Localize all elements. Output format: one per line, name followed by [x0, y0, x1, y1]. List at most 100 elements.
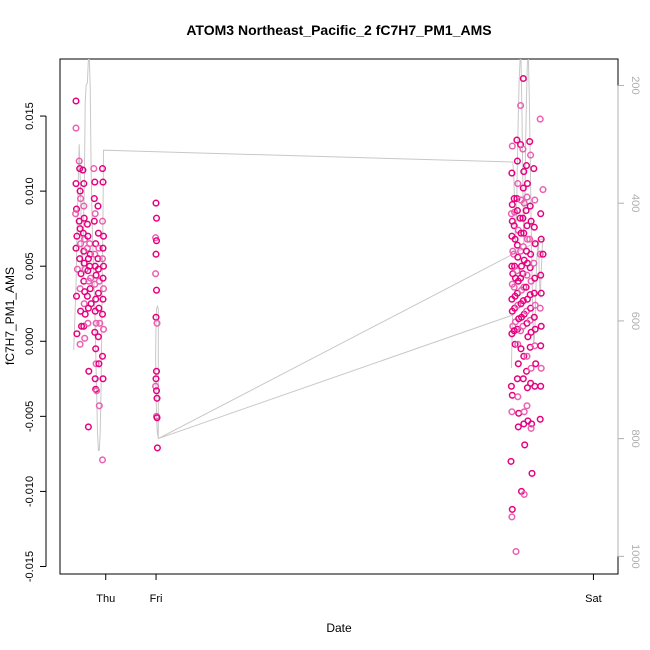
data-point	[90, 195, 98, 203]
data-point	[531, 301, 539, 309]
data-point	[517, 262, 526, 270]
data-point	[537, 210, 545, 218]
data-point	[92, 295, 100, 303]
data-point	[522, 283, 530, 291]
data-point	[530, 289, 538, 297]
data-point	[95, 402, 103, 410]
y-axis-label: fC7H7_PM1_AMS	[3, 267, 17, 365]
data-point	[524, 333, 532, 341]
y-right-tick-label: 1000	[629, 544, 641, 568]
data-point	[508, 408, 516, 416]
data-point	[511, 235, 519, 243]
data-point	[523, 384, 531, 392]
data-point	[531, 382, 539, 390]
data-point	[152, 375, 160, 383]
data-point	[90, 165, 98, 173]
data-point	[96, 319, 104, 327]
line-series	[73, 59, 544, 451]
data-point	[526, 264, 534, 272]
data-point	[536, 415, 544, 423]
data-point	[77, 240, 85, 248]
data-point	[528, 469, 536, 477]
data-point	[152, 250, 160, 258]
y-right-tick-label: 600	[629, 312, 641, 330]
data-point	[527, 424, 535, 432]
data-point	[98, 255, 107, 263]
data-point	[539, 186, 547, 194]
data-point	[523, 235, 531, 243]
data-point	[513, 207, 521, 215]
data-point	[91, 178, 99, 186]
y-tick-label: -0.010	[24, 476, 36, 507]
data-point	[514, 253, 522, 261]
data-point	[95, 304, 103, 312]
data-point	[152, 387, 161, 395]
data-point	[526, 202, 534, 210]
data-point	[99, 295, 107, 303]
data-point	[98, 310, 107, 318]
data-point	[515, 409, 523, 417]
data-point	[526, 138, 534, 146]
data-point	[526, 291, 534, 299]
data-point	[152, 214, 161, 222]
data-point	[98, 217, 107, 225]
data-point	[81, 310, 89, 318]
y-tick-label: 0.000	[24, 328, 36, 356]
data-point	[523, 193, 531, 201]
data-point	[77, 195, 85, 203]
data-point	[537, 342, 545, 350]
data-point	[514, 360, 522, 368]
data-point	[92, 271, 100, 279]
data-point	[80, 180, 88, 188]
data-point	[521, 441, 529, 449]
data-point	[153, 444, 161, 452]
data-point	[153, 319, 161, 327]
plot-frame	[59, 58, 619, 575]
data-point	[95, 244, 103, 252]
data-point	[511, 340, 519, 348]
data-point	[523, 402, 531, 410]
data-point	[516, 214, 524, 222]
data-point	[77, 270, 85, 278]
data-point	[92, 319, 100, 327]
data-point	[508, 513, 516, 521]
data-point	[537, 382, 545, 390]
data-point	[72, 97, 80, 105]
data-point	[91, 375, 99, 383]
data-point	[99, 244, 107, 252]
data-point	[83, 292, 91, 300]
data-point	[76, 255, 84, 263]
data-point	[537, 322, 545, 330]
data-point	[77, 322, 86, 330]
data-point	[93, 387, 101, 395]
data-point	[152, 270, 160, 278]
data-point	[536, 115, 544, 123]
data-point	[520, 283, 528, 291]
data-point	[513, 241, 521, 249]
data-point	[72, 180, 80, 188]
data-point	[531, 274, 539, 282]
data-point	[517, 229, 525, 237]
data-point	[527, 217, 535, 225]
data-point	[508, 391, 516, 399]
data-point	[152, 382, 160, 390]
data-point	[528, 420, 536, 428]
data-point	[153, 394, 161, 402]
data-point	[152, 234, 160, 242]
data-point	[152, 367, 161, 375]
data-point	[73, 232, 81, 240]
data-point	[514, 180, 522, 188]
data-point	[507, 457, 515, 465]
data-point	[508, 201, 516, 209]
data-point	[85, 367, 93, 375]
data-point	[94, 255, 102, 263]
x-tick-label: Sat	[585, 593, 602, 605]
y-tick-label: 0.005	[24, 252, 36, 280]
data-point	[76, 225, 84, 233]
data-point	[530, 223, 538, 231]
data-point	[72, 124, 80, 132]
data-point	[508, 142, 516, 150]
data-point	[510, 195, 518, 203]
data-point	[99, 232, 108, 240]
